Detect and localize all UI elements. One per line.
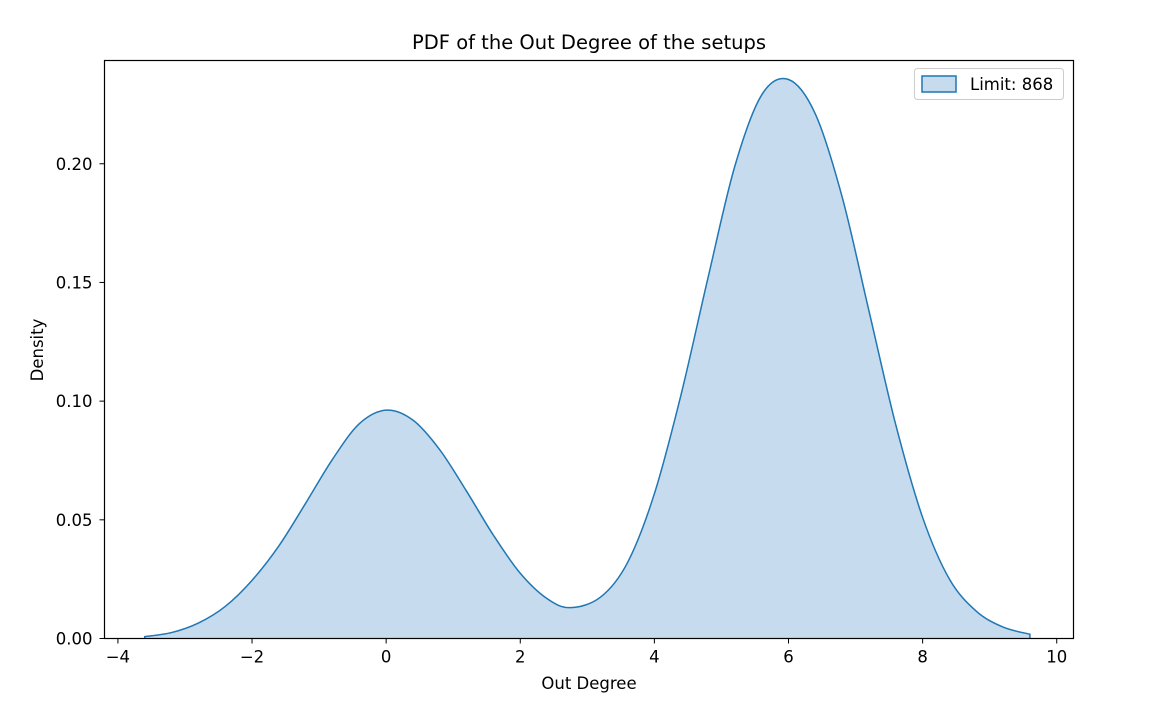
x-tick-label: 6 bbox=[783, 648, 794, 667]
y-tick-label: 0.10 bbox=[56, 392, 93, 411]
x-tick-label: 8 bbox=[917, 648, 928, 667]
x-tick-label: 10 bbox=[1046, 648, 1067, 667]
x-tick-label: 2 bbox=[515, 648, 526, 667]
x-tick-label: 0 bbox=[381, 648, 392, 667]
legend-swatch bbox=[921, 75, 957, 93]
series-0-area bbox=[144, 78, 1030, 639]
x-tick-label: −2 bbox=[240, 648, 264, 667]
y-tick-label: 0.05 bbox=[56, 511, 93, 530]
y-tick-label: 0.15 bbox=[56, 273, 93, 292]
series-0-line bbox=[143, 77, 1031, 639]
x-tick-label: −4 bbox=[106, 648, 130, 667]
x-axis: −4 −2 0 2 4 6 8 10 bbox=[106, 638, 1067, 667]
y-axis: 0.00 0.05 0.10 0.15 0.20 bbox=[56, 155, 105, 649]
y-tick-label: 0.00 bbox=[56, 630, 93, 649]
y-tick-label: 0.20 bbox=[56, 155, 93, 174]
y-axis-label: Density bbox=[28, 318, 47, 381]
legend: Limit: 868 bbox=[914, 68, 1064, 100]
legend-label: Limit: 868 bbox=[970, 75, 1053, 94]
chart-title: PDF of the Out Degree of the setups bbox=[412, 31, 766, 54]
x-tick-label: 4 bbox=[649, 648, 660, 667]
plot-frame bbox=[103, 59, 1075, 640]
x-axis-label: Out Degree bbox=[541, 674, 636, 693]
plot-area bbox=[143, 77, 1031, 639]
